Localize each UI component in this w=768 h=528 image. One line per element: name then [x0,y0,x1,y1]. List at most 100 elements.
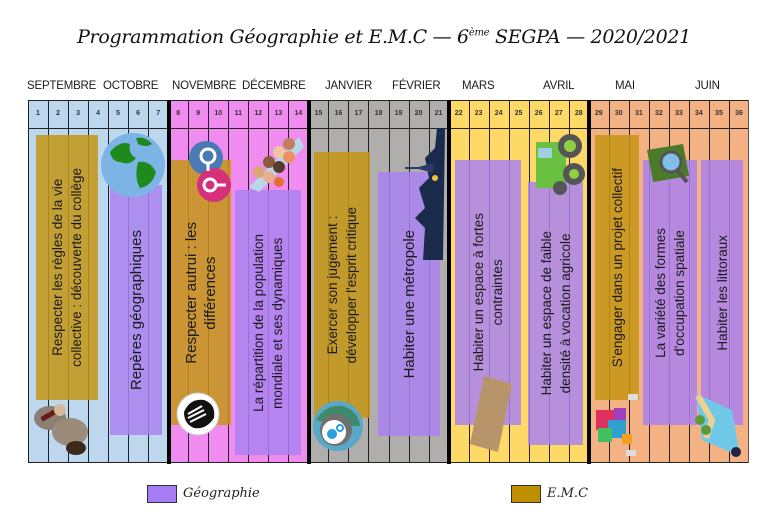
gender-symbols-icon [189,141,231,202]
week-number: 14 [294,110,303,117]
geo-block-repartition-population: La répartition de la population mondiale … [235,190,301,455]
month-mars: MARS [462,80,495,92]
week-number: 10 [214,110,223,117]
tractor-icon [536,134,585,195]
title-rest: SEGPA — 2020/2021 [489,26,691,48]
week-column [108,100,128,463]
week-number: 26 [534,110,543,117]
week-number: 23 [474,110,483,117]
week-number: 35 [715,110,723,117]
brain-gears-icon [313,401,363,451]
block-text: Respecter les règles de la vie collective… [48,168,86,367]
block-line: Respecter autrui : les [183,221,200,364]
week-number: 13 [274,110,283,117]
week-number: 5 [116,110,121,117]
block-line: mondiale et ses dynamiques [270,236,285,409]
puzzle-hands-icon [596,394,638,456]
block-text: La répartition de la population mondiale … [249,234,287,412]
month-decembre: DÉCEMBRE [242,80,306,92]
geo-block-reperes-geographiques: Repères géographiques [110,185,162,435]
block-line: densité à vocation agricole [557,233,573,394]
geo-block-variete-formes: La variété des formes d'occupation spatia… [643,160,697,425]
week-number: 6 [136,110,141,117]
geo-block-littoraux: Habiter les littoraux [701,160,743,425]
month-avril: AVRIL [543,80,575,92]
block-line: Habiter les littoraux [714,234,730,351]
week-number: 19 [394,110,403,117]
week-number: 32 [654,110,663,117]
period-separator [167,100,171,464]
crowd-icon [249,137,304,192]
detective-icon [34,404,88,455]
week-number: 18 [374,110,383,117]
block-line: La variété des formes [653,227,668,358]
month-septembre: SEPTEMBRE [27,80,97,92]
week-number: 28 [574,110,583,117]
block-line: contraintes [490,259,505,326]
block-text: Habiter un espace de faible densité à voc… [537,231,575,395]
month-novembre: NOVEMBRE [172,80,237,92]
week-number: 3 [76,110,80,117]
block-text: La variété des formes d'occupation spatia… [651,228,689,358]
block-line: La répartition de la population [251,233,266,412]
legend-label-emc: E.M.C [547,486,589,501]
legend-swatch-emc [511,485,541,503]
title-main: Programmation Géographie et E.M.C — 6 [77,26,469,48]
header-bottom-line [28,128,749,129]
week-number: 22 [454,110,463,117]
block-line: d'occupation spatiale [672,229,687,356]
emc-block-respecter-autrui: Respecter autrui : les différences [171,160,231,425]
emc-block-exercer-jugement: Exercer son jugement : développer l'espri… [314,152,370,418]
week-number: 34 [695,110,703,117]
grid-right-line [748,100,749,463]
coast-map-icon [695,394,741,457]
week-number: 25 [514,110,523,117]
block-line: développer l'esprit critique [344,206,359,364]
month-janvier: JANVIER [325,80,373,92]
block-line: Habiter un espace de faible [538,231,554,396]
week-number: 7 [156,110,161,117]
week-column [28,100,48,463]
emc-block-projet-collectif: S'engager dans un projet collectif [595,135,639,400]
week-number: 1 [36,110,40,117]
block-text: Habiter un espace à fortes contraintes [469,213,507,371]
grid-top-line [28,100,749,101]
block-text: Repères géographiques [127,230,146,390]
block-line: différences [202,255,219,330]
week-number: 17 [354,110,363,117]
block-text: Respecter autrui : les différences [182,222,220,364]
period-separator [447,100,451,464]
week-number: 12 [254,110,263,117]
week-number: 2 [56,110,60,117]
map-magnifier-icon [647,144,689,184]
page-title: Programmation Géographie et E.M.C — 6ème… [0,26,768,48]
month-mai: MAI [615,80,635,92]
week-number: 11 [234,110,242,117]
title-sup: ème [468,27,490,39]
desert-sand-icon [470,376,512,452]
week-number: 27 [554,110,563,117]
block-line: collective : découverte du collège [69,168,84,367]
grid-bottom-line [28,462,749,463]
block-line: Exercer son jugement : [325,215,340,355]
week-number: 24 [494,110,503,117]
block-line: Habiter un espace à fortes [471,213,486,372]
week-number: 20 [414,110,423,117]
week-number: 33 [674,110,683,117]
month-fevrier: FÉVRIER [392,80,441,92]
week-number: 8 [176,110,181,117]
week-number: 29 [594,110,603,117]
week-number: 21 [434,110,443,117]
month-octobre: OCTOBRE [103,80,159,92]
block-line: S'engager dans un projet collectif [609,167,625,368]
block-line: Repères géographiques [127,229,145,391]
period-separator [307,100,311,464]
period-separator [587,100,591,464]
week-number: 9 [196,110,201,117]
week-number: 4 [96,110,101,117]
week-number: 36 [735,110,743,117]
week-number: 16 [334,110,343,117]
legend-label-geographie: Géographie [183,486,260,501]
block-line: Respecter les règles de la vie [50,178,65,357]
week-number: 15 [314,110,323,117]
